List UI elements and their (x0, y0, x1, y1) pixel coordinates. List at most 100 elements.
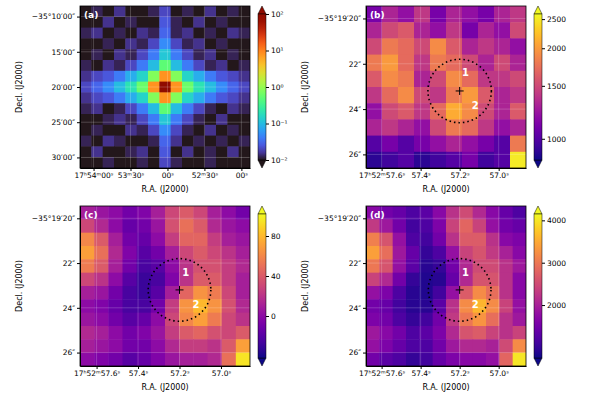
cell (193, 38, 205, 49)
cell (473, 286, 487, 300)
cell (227, 60, 239, 71)
cell (393, 219, 407, 233)
cell (478, 6, 495, 23)
colorbar-axis-line (542, 215, 543, 359)
cell (205, 49, 217, 60)
x-axis: 17ʰ54ᵐ00ˢ53ᵐ30ˢ00ˢ52ᵐ30ˢ00ˢ (74, 168, 250, 180)
cell (80, 219, 95, 233)
cell (239, 17, 250, 28)
colorbar-axis-tick-label: 2000 (547, 44, 566, 53)
cell (148, 146, 160, 157)
cell (494, 103, 511, 120)
colorbar-axis: 04080 (266, 215, 281, 359)
cell (366, 136, 383, 153)
cell (236, 273, 250, 287)
y-axis-tick: 26″ (349, 150, 366, 159)
cell (393, 273, 407, 287)
y-axis-tick-mark (363, 109, 366, 110)
cell (137, 313, 152, 327)
cell (91, 146, 103, 157)
y-axis-tick-mark (363, 308, 366, 309)
cell (513, 353, 526, 366)
grid-line (366, 263, 526, 264)
cell (430, 87, 447, 104)
cell (171, 125, 183, 136)
x-axis-tick-label: 57.4ˢ (129, 369, 149, 378)
cell (216, 157, 228, 168)
cell (103, 28, 115, 39)
cell (366, 71, 383, 88)
x-axis-line (367, 366, 527, 367)
cell (473, 339, 487, 353)
cell (193, 326, 208, 340)
y-axis-tick-label: 22″ (349, 259, 362, 268)
cell (366, 273, 380, 287)
y-axis-tick: 15′00″ (51, 48, 80, 57)
y-axis-tick-label: 24″ (349, 304, 362, 313)
cell (406, 286, 420, 300)
cell (91, 92, 103, 103)
cell (499, 219, 513, 233)
cell (137, 49, 149, 60)
cell (398, 103, 415, 120)
cell (406, 353, 420, 366)
cell (205, 125, 217, 136)
cell (227, 38, 239, 49)
cell (193, 353, 208, 366)
cell (419, 219, 433, 233)
cell (513, 246, 526, 260)
cell (208, 259, 223, 273)
panel: 17ʰ52ᵐ57.6ˢ57.4ˢ57.2ˢ57.0ˢ−35°19′20″22″2… (15, 206, 281, 392)
cell (171, 92, 183, 103)
y-axis-tick-mark (363, 64, 366, 65)
colorbar-extend-bottom (534, 160, 542, 168)
cell (108, 339, 123, 353)
x-axis-tick: 57.0ˢ (212, 366, 232, 378)
y-axis-tick-label: 15′00″ (51, 48, 75, 57)
cell (171, 28, 183, 39)
cell (137, 299, 152, 313)
cell (513, 339, 526, 353)
colorbar-extend-bottom (258, 358, 266, 366)
cell (406, 273, 420, 287)
cell (114, 157, 126, 168)
cell (486, 273, 500, 287)
cell (80, 353, 95, 366)
colorbar-axis-tick-mark (266, 51, 269, 52)
cell (227, 146, 239, 157)
cell (462, 6, 479, 23)
cell (208, 286, 223, 300)
cell (216, 71, 228, 82)
cell (382, 87, 399, 104)
cell (137, 103, 149, 114)
cell (179, 219, 194, 233)
cell (366, 259, 380, 273)
cell (227, 125, 239, 136)
cell (473, 353, 487, 366)
colorbar-bar (258, 214, 266, 358)
cell (366, 233, 380, 247)
cell (80, 326, 95, 340)
cell (205, 92, 217, 103)
cell (236, 313, 250, 327)
cell (459, 313, 473, 327)
cell (414, 136, 431, 153)
grid-line (381, 6, 382, 168)
cell (80, 38, 92, 49)
cell (205, 28, 217, 39)
y-axis-tick: 26″ (349, 348, 366, 357)
colorbar-axis-tick: 10¹ (266, 46, 284, 55)
colorbar-bar (534, 214, 542, 358)
cell (366, 103, 383, 120)
cell (462, 136, 479, 153)
cell (208, 219, 223, 233)
colorbar-axis-tick: 1500 (542, 82, 566, 91)
grid-line (366, 218, 526, 219)
cell (208, 246, 223, 260)
cell (159, 60, 171, 71)
colorbar-axis-tick: 2500 (542, 15, 566, 24)
cell (148, 136, 160, 147)
cell (125, 92, 137, 103)
colorbar-axis-tick: 2000 (542, 44, 566, 53)
grid-line (381, 206, 382, 366)
